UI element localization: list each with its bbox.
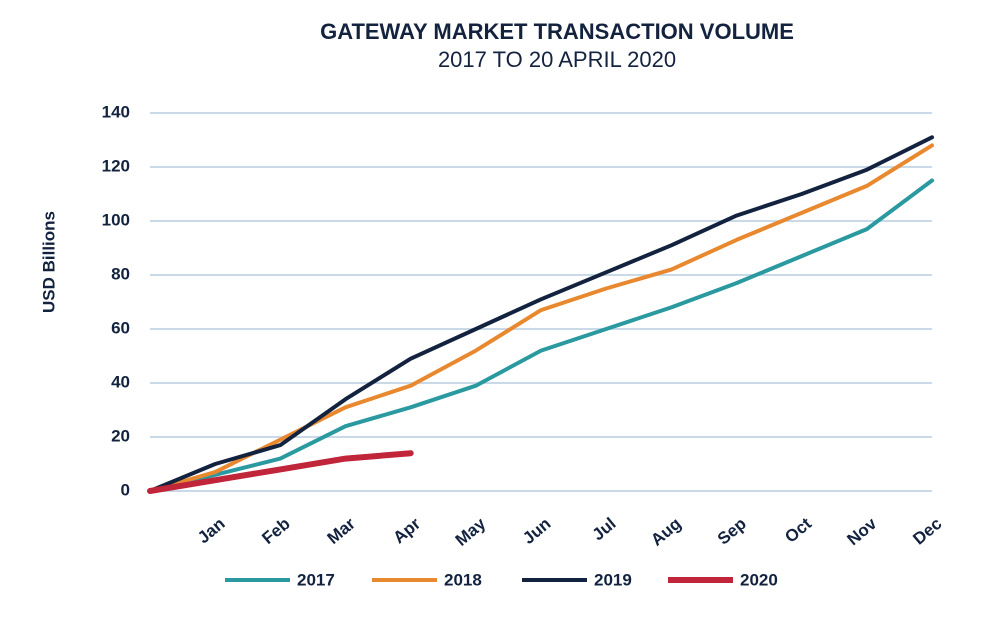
y-tick-label: 80: [111, 264, 130, 283]
line-series: [148, 135, 934, 493]
x-tick-label: Aug: [647, 514, 685, 550]
x-tick-label: Mar: [324, 514, 360, 548]
legend-label: 2017: [297, 570, 335, 589]
legend-label: 2019: [594, 570, 632, 589]
line-series: [147, 450, 414, 494]
y-axis-label: USD Billions: [39, 211, 58, 313]
x-tick-label: Jul: [589, 514, 620, 544]
legend-label: 2020: [740, 570, 778, 589]
y-tick-label: 60: [111, 318, 130, 337]
x-tick-label: Nov: [843, 514, 880, 550]
x-tick-label: Sep: [714, 514, 750, 549]
legend-label: 2018: [444, 570, 482, 589]
x-tick-label: Oct: [781, 514, 815, 547]
x-tick-label: May: [452, 514, 490, 550]
x-tick-label: Feb: [258, 514, 293, 548]
chart-title: GATEWAY MARKET TRANSACTION VOLUME: [320, 19, 794, 44]
y-tick-label: 20: [111, 426, 130, 445]
chart-subtitle: 2017 TO 20 APRIL 2020: [438, 47, 676, 72]
y-tick-label: 40: [111, 372, 130, 391]
x-tick-label: Dec: [909, 514, 945, 549]
line-series: [148, 178, 934, 493]
x-tick-label: Jan: [194, 514, 229, 547]
y-tick-label: 120: [102, 156, 130, 175]
y-tick-label: 100: [102, 210, 130, 229]
x-tick-label: Apr: [389, 514, 424, 548]
x-tick-label: Jun: [519, 514, 554, 548]
line-series: [148, 143, 934, 493]
y-tick-label: 140: [102, 102, 130, 121]
y-tick-label: 0: [121, 480, 130, 499]
